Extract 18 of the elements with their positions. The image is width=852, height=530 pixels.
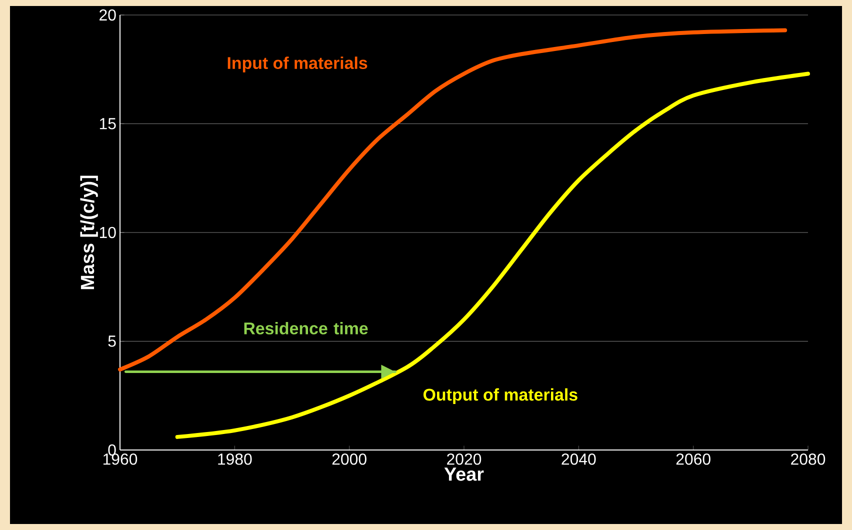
y-axis-title: Mass [t/(c/y)] xyxy=(80,176,98,290)
x-tick-label: 1980 xyxy=(218,454,252,465)
x-tick-label: 2000 xyxy=(332,454,366,465)
x-tick-label: 2080 xyxy=(791,454,826,465)
line-series xyxy=(118,28,788,372)
series-label: Output of materials xyxy=(423,388,578,404)
y-tick-label: 10 xyxy=(100,226,116,238)
x-tick-label: 2020 xyxy=(447,454,482,465)
x-tick-label: 2040 xyxy=(562,454,596,465)
x-tick-label: 1960 xyxy=(103,454,138,465)
text: Input of materials xyxy=(228,56,368,72)
y-tick-label: 20 xyxy=(100,9,116,21)
x-tick-label: 2060 xyxy=(676,454,710,465)
y-tick-label: 5 xyxy=(108,336,116,347)
annotation: Residence time xyxy=(244,322,368,334)
y-tick-label: 15 xyxy=(100,118,116,130)
x-axis-title: Year xyxy=(444,468,484,481)
line-series xyxy=(175,72,810,439)
